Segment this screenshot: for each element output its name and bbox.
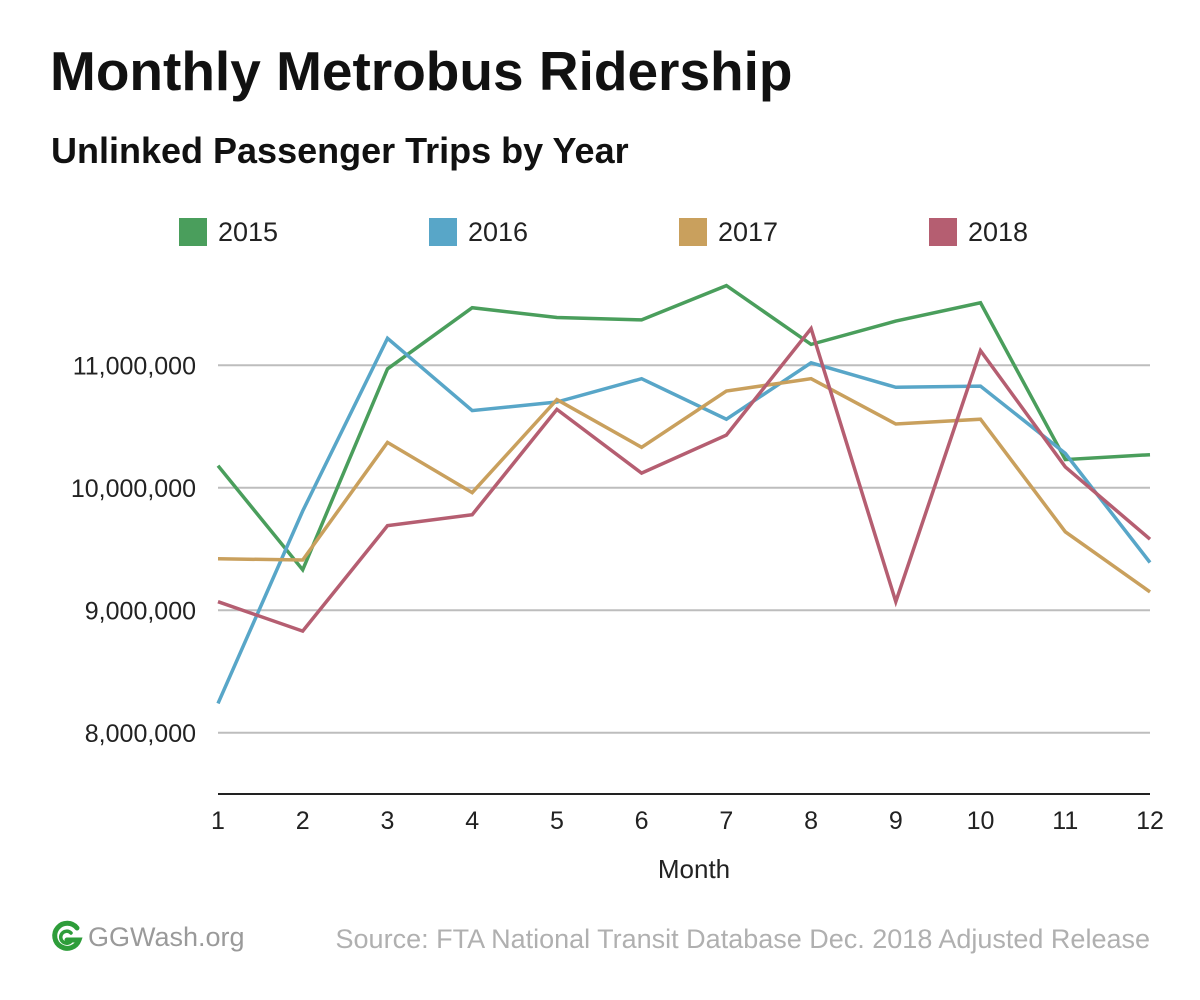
x-tick-label: 10 bbox=[967, 807, 995, 835]
y-tick-label: 10,000,000 bbox=[71, 475, 196, 503]
ggwash-logo-icon bbox=[52, 920, 83, 951]
legend: 2015 2016 2017 2018 bbox=[179, 217, 1028, 247]
x-tick-label: 6 bbox=[635, 807, 649, 835]
legend-item-2018: 2018 bbox=[929, 217, 1028, 247]
source-note: Source: FTA National Transit Database De… bbox=[335, 924, 1150, 954]
series-lines bbox=[216, 283, 1152, 705]
legend-swatch bbox=[429, 218, 457, 246]
legend-label: 2015 bbox=[218, 217, 278, 247]
y-tick-label: 9,000,000 bbox=[85, 597, 196, 625]
legend-swatch bbox=[179, 218, 207, 246]
chart-title: Monthly Metrobus Ridership bbox=[50, 40, 793, 102]
series-line-2015 bbox=[216, 283, 1151, 574]
series-line-2017 bbox=[217, 376, 1152, 594]
x-tick-label: 12 bbox=[1136, 807, 1164, 835]
x-tick-label: 2 bbox=[296, 807, 310, 835]
x-tick-label: 8 bbox=[804, 807, 818, 835]
x-tick-label: 11 bbox=[1052, 807, 1078, 835]
x-tick-label: 9 bbox=[889, 807, 903, 835]
legend-swatch bbox=[679, 218, 707, 246]
x-axis-ticks: 1 2 3 4 5 6 7 8 9 10 11 12 bbox=[211, 807, 1164, 835]
series-line-2016 bbox=[216, 335, 1152, 705]
legend-label: 2016 bbox=[468, 217, 528, 247]
y-axis-ticks: 8,000,000 9,000,000 10,000,000 11,000,000 bbox=[71, 352, 196, 748]
brand: GGWash.org bbox=[50, 920, 245, 954]
legend-item-2016: 2016 bbox=[429, 217, 528, 247]
x-tick-label: 1 bbox=[211, 807, 225, 835]
x-tick-label: 5 bbox=[550, 807, 564, 835]
x-tick-label: 4 bbox=[465, 807, 479, 835]
x-axis-label: Month bbox=[658, 854, 730, 884]
brand-name: GGWash.org bbox=[88, 921, 245, 952]
line-chart: 2015 2016 2017 2018 8,000,000 9,000,000 10,00… bbox=[71, 217, 1164, 884]
x-tick-label: 7 bbox=[719, 807, 733, 835]
legend-label: 2018 bbox=[968, 217, 1028, 247]
series-line-2018 bbox=[217, 324, 1152, 634]
y-tick-label: 11,000,000 bbox=[73, 352, 196, 380]
chart-subtitle: Unlinked Passenger Trips by Year bbox=[51, 130, 629, 171]
y-tick-label: 8,000,000 bbox=[85, 720, 196, 748]
legend-swatch bbox=[929, 218, 957, 246]
legend-label: 2017 bbox=[718, 217, 778, 247]
legend-item-2015: 2015 bbox=[179, 217, 278, 247]
x-tick-label: 3 bbox=[381, 807, 395, 835]
legend-item-2017: 2017 bbox=[679, 217, 778, 247]
